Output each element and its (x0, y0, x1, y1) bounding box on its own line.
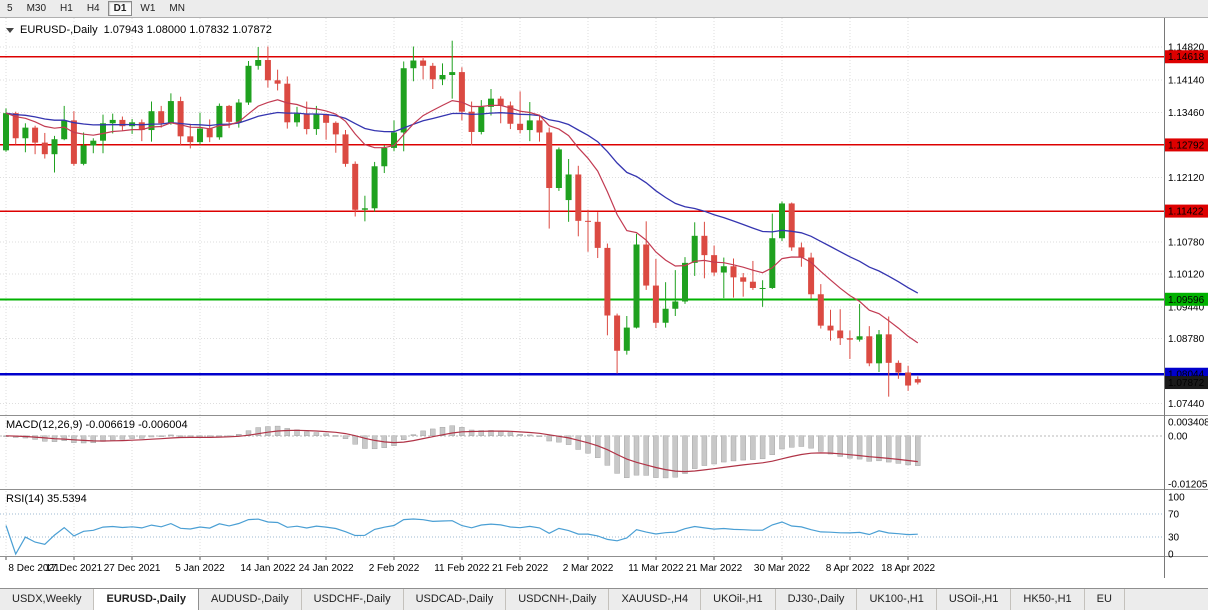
svg-text:8 Dec 2021: 8 Dec 2021 (8, 563, 60, 574)
svg-text:0.003408: 0.003408 (1168, 418, 1208, 429)
rsi-line (5, 518, 918, 556)
svg-text:1.07440: 1.07440 (1168, 399, 1205, 410)
price-badge (1165, 50, 1208, 64)
price-badge (1165, 138, 1208, 152)
svg-text:1.13460: 1.13460 (1168, 108, 1205, 119)
symbol-tabbar: USDX,Weekly EURUSD-,Daily AUDUSD-,Daily USD… (0, 588, 1208, 610)
price-badge (1165, 204, 1208, 218)
svg-text:-0.012058: -0.012058 (1168, 480, 1208, 491)
timeframe-button-5[interactable]: 5 (7, 3, 13, 14)
symbol-tab[interactable]: EURUSD-,Daily (94, 589, 199, 610)
price-axis: 1.14820 1.14140 1.13460 1.12120 1.10780 1.101… (1165, 42, 1208, 561)
ma-fast-line (5, 99, 919, 344)
symbol-tab[interactable]: USDCHF-,Daily (302, 589, 404, 610)
svg-text:21 Mar 2022: 21 Mar 2022 (686, 563, 743, 574)
macd-signal-line (5, 429, 918, 473)
timeframe-button-h1[interactable]: H1 (60, 3, 73, 14)
rsi-indicator-label: RSI(14) 35.5394 (6, 493, 87, 505)
timeframe-button-w1[interactable]: W1 (140, 3, 156, 14)
svg-text:11 Mar 2022: 11 Mar 2022 (628, 563, 684, 574)
svg-text:21 Feb 2022: 21 Feb 2022 (492, 563, 549, 574)
svg-text:0.00: 0.00 (1168, 431, 1188, 442)
svg-text:1.09440: 1.09440 (1168, 302, 1205, 313)
svg-text:17 Dec 2021: 17 Dec 2021 (46, 563, 103, 574)
timeframe-button-h4[interactable]: H4 (86, 3, 100, 14)
ohlc-values: 1.07943 1.08000 1.07832 1.07872 (103, 24, 272, 36)
symbol-tab[interactable]: AUDUSD-,Daily (199, 589, 302, 610)
svg-text:24 Jan 2022: 24 Jan 2022 (299, 563, 354, 574)
symbol-tab[interactable]: DJ30-,Daily (776, 589, 858, 610)
svg-text:2 Feb 2022: 2 Feb 2022 (369, 563, 420, 574)
symbol-tab[interactable]: XAUUSD-,H4 (609, 589, 702, 610)
symbol-tab[interactable]: HK50-,H1 (1011, 589, 1085, 610)
svg-text:14 Jan 2022: 14 Jan 2022 (240, 563, 295, 574)
chart-title: EURUSD-,Daily 1.07943 1.08000 1.07832 1.… (6, 24, 272, 36)
svg-text:30: 30 (1168, 532, 1180, 543)
svg-text:100: 100 (1168, 492, 1185, 503)
svg-text:8 Apr 2022: 8 Apr 2022 (826, 563, 875, 574)
svg-text:1.12792: 1.12792 (1168, 140, 1205, 151)
svg-text:1.14140: 1.14140 (1168, 75, 1205, 86)
svg-text:1.08044: 1.08044 (1168, 370, 1205, 381)
symbol-tab[interactable]: USDX,Weekly (0, 589, 95, 610)
symbol-name: EURUSD-,Daily (20, 24, 98, 36)
chart-canvas[interactable]: 1.14820 1.14140 1.13460 1.12120 1.10780 1.101… (0, 18, 1208, 588)
svg-text:11 Feb 2022: 11 Feb 2022 (434, 563, 490, 574)
symbol-tab[interactable]: UKOil-,H1 (701, 589, 776, 610)
svg-text:0: 0 (1168, 550, 1174, 561)
svg-text:5 Jan 2022: 5 Jan 2022 (175, 563, 225, 574)
svg-text:70: 70 (1168, 510, 1180, 521)
svg-text:1.08780: 1.08780 (1168, 334, 1205, 345)
symbol-tab[interactable]: USOil-,H1 (937, 589, 1012, 610)
candlestick-series (3, 40, 921, 397)
macd-histogram (3, 425, 921, 479)
svg-text:1.11422: 1.11422 (1168, 207, 1204, 218)
ma-slow-line (5, 111, 919, 294)
svg-text:27 Dec 2021: 27 Dec 2021 (104, 563, 161, 574)
svg-text:1.07872: 1.07872 (1168, 378, 1205, 389)
svg-text:1.10120: 1.10120 (1168, 269, 1205, 280)
symbol-tab[interactable]: UK100-,H1 (857, 589, 937, 610)
svg-text:30 Mar 2022: 30 Mar 2022 (754, 563, 811, 574)
price-badge (1165, 376, 1208, 390)
symbol-tab[interactable]: USDCAD-,Daily (404, 589, 507, 610)
timeframe-button-mn[interactable]: MN (169, 3, 185, 14)
symbol-tab[interactable]: EU (1085, 589, 1125, 610)
symbol-tab[interactable]: USDCNH-,Daily (506, 589, 610, 610)
svg-text:1.14820: 1.14820 (1168, 42, 1205, 53)
svg-text:1.09596: 1.09596 (1168, 295, 1205, 306)
symbol-dropdown-icon[interactable] (6, 27, 14, 33)
chart-area: 1.14820 1.14140 1.13460 1.12120 1.10780 1.101… (0, 18, 1208, 588)
timeframe-button-d1[interactable]: D1 (107, 1, 133, 16)
price-badge (1165, 292, 1208, 306)
svg-text:1.12120: 1.12120 (1168, 173, 1205, 184)
svg-text:1.10780: 1.10780 (1168, 238, 1205, 249)
svg-text:18 Apr 2022: 18 Apr 2022 (881, 563, 935, 574)
svg-text:1.14618: 1.14618 (1168, 52, 1205, 63)
timeframe-button-m30[interactable]: M30 (26, 3, 47, 14)
svg-text:2 Mar 2022: 2 Mar 2022 (563, 563, 614, 574)
timeframe-toolbar: 5 M30 H1 H4 D1 W1 MN (0, 0, 1208, 18)
macd-indicator-label: MACD(12,26,9) -0.006619 -0.006004 (6, 419, 188, 431)
grid (0, 18, 1164, 556)
